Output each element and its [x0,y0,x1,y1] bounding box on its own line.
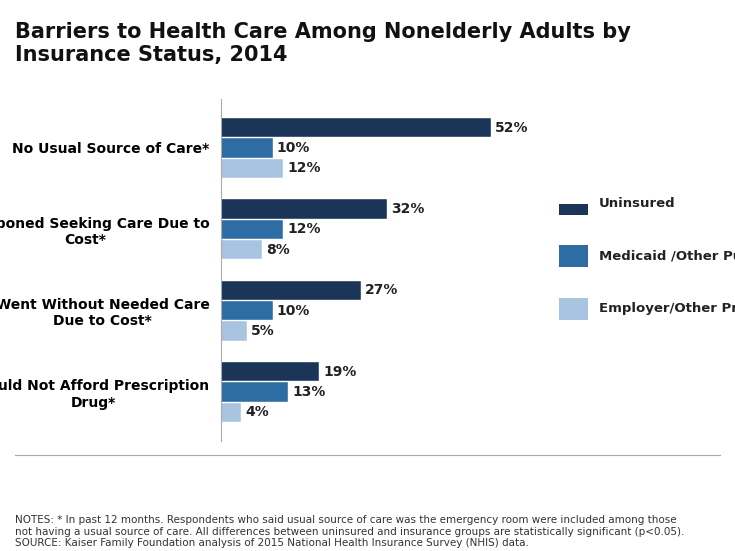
Bar [220,382,288,402]
Bar [220,138,273,158]
FancyBboxPatch shape [559,298,588,320]
Text: 52%: 52% [495,121,528,134]
Text: Employer/Other Private: Employer/Other Private [599,302,735,315]
FancyBboxPatch shape [559,245,588,267]
Text: Uninsured: Uninsured [599,197,675,210]
Bar [220,280,361,300]
Text: 19%: 19% [323,365,357,379]
Text: 13%: 13% [293,385,326,399]
Bar [220,403,241,422]
Bar [220,220,283,239]
Bar [220,321,246,341]
Text: NOTES: * In past 12 months. Respondents who said usual source of care was the em: NOTES: * In past 12 months. Respondents … [15,515,684,548]
Text: 12%: 12% [287,161,320,175]
Bar [220,301,273,320]
FancyBboxPatch shape [559,193,588,215]
Bar [220,159,283,178]
Text: Barriers to Health Care Among Nonelderly Adults by
Insurance Status, 2014: Barriers to Health Care Among Nonelderly… [15,22,631,65]
Bar [220,240,262,260]
Bar [220,118,491,137]
Text: 10%: 10% [276,304,310,318]
Text: Medicaid /Other Public: Medicaid /Other Public [599,250,735,263]
Text: 32%: 32% [391,202,425,216]
Text: 8%: 8% [266,242,290,257]
Text: 5%: 5% [251,324,274,338]
Text: 27%: 27% [365,283,398,298]
Text: 4%: 4% [245,406,269,419]
Bar [220,362,319,381]
Text: 12%: 12% [287,222,320,236]
Text: 10%: 10% [276,141,310,155]
Bar [220,199,387,219]
